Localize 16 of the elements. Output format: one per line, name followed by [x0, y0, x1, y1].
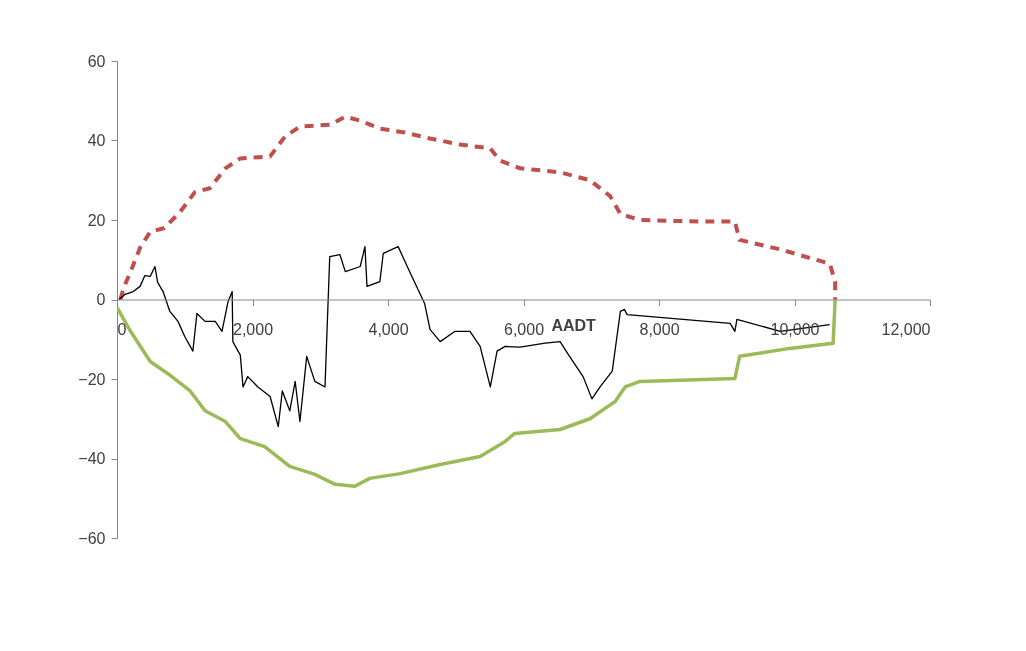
y-tick-label: −60: [78, 529, 106, 547]
x-tick-label: 0: [117, 321, 127, 338]
y-tick-label: 40: [87, 132, 106, 149]
x-tick-label: 2,000: [232, 321, 274, 338]
y-tick-label: −20: [78, 370, 106, 388]
x-tick-label: 8,000: [639, 321, 680, 338]
x-tick-label: 12,000: [881, 321, 931, 338]
y-tick-label: 20: [87, 211, 106, 229]
annotation: AADT: [551, 317, 597, 335]
x-tick-label: 6,000: [503, 321, 545, 338]
y-tick-label: 0: [96, 291, 106, 308]
y-tick-label: 60: [87, 52, 106, 70]
line-series: [118, 114, 838, 302]
line-series: [118, 245, 831, 428]
y-tick-label: −40: [78, 450, 106, 467]
x-tick-label: 4,000: [368, 321, 409, 338]
